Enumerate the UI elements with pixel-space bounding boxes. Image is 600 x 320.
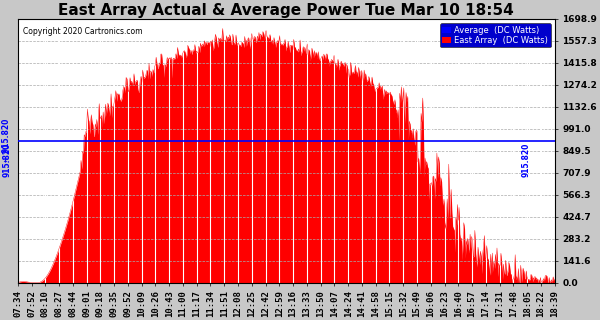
Text: 915.820: 915.820	[522, 143, 531, 177]
Text: Copyright 2020 Cartronics.com: Copyright 2020 Cartronics.com	[23, 27, 143, 36]
Title: East Array Actual & Average Power Tue Mar 10 18:54: East Array Actual & Average Power Tue Ma…	[58, 3, 514, 18]
Legend: Average  (DC Watts), East Array  (DC Watts): Average (DC Watts), East Array (DC Watts…	[440, 23, 551, 47]
Text: 915.820: 915.820	[3, 143, 12, 177]
Text: ← 915.820: ← 915.820	[2, 119, 11, 162]
